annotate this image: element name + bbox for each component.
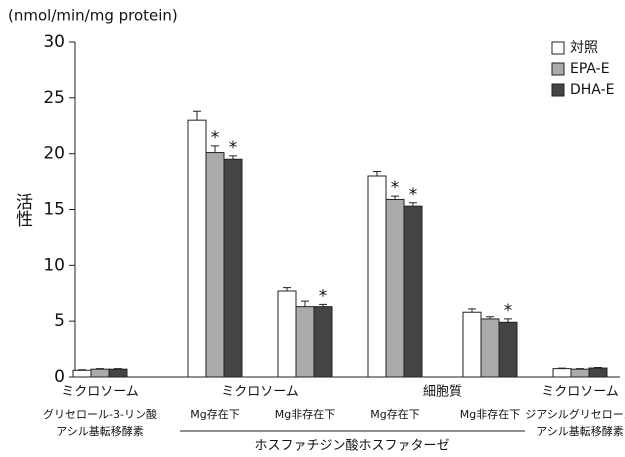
- error-bar: [78, 369, 86, 371]
- y-axis-label: 活性: [12, 193, 33, 227]
- x-tick-label: Mg存在下: [370, 407, 419, 421]
- legend-swatch: [551, 41, 565, 55]
- bar: [462, 311, 482, 378]
- error-bar: [468, 308, 476, 313]
- fraction-label: ミクロソーム: [221, 385, 299, 400]
- y-tick-label: 20: [43, 144, 65, 164]
- error-bar: [576, 368, 584, 370]
- bar: [570, 368, 590, 378]
- y-tick-label: 15: [43, 200, 65, 220]
- x-tick-label: Mg存在下: [190, 407, 239, 421]
- error-bar: [504, 318, 512, 323]
- error-bar: [283, 287, 291, 292]
- error-bar: [486, 316, 494, 319]
- y-tick-label: 0: [54, 367, 65, 387]
- significance-marker: *: [319, 286, 328, 306]
- x-tick-label: アシル基転移酵素: [536, 425, 624, 438]
- error-bar: [229, 155, 237, 160]
- group-label: ホスファチジン酸ホスファターゼ: [254, 439, 449, 454]
- fraction-label: ミクロソーム: [61, 385, 139, 400]
- error-bar: [301, 300, 309, 307]
- y-tick-label: 10: [43, 255, 65, 275]
- bar: [367, 175, 387, 378]
- error-bar: [96, 368, 104, 370]
- error-bar: [409, 202, 417, 207]
- bar: [90, 368, 110, 378]
- error-bar: [319, 303, 327, 307]
- bar: [72, 369, 92, 378]
- legend-swatch: [551, 83, 565, 97]
- significance-marker: *: [229, 138, 238, 158]
- bar: [403, 205, 423, 378]
- y-tick-label: 30: [43, 32, 65, 52]
- bar: [205, 152, 225, 378]
- bar: [223, 158, 243, 378]
- x-tick-label: Mg非存在下: [460, 407, 520, 421]
- x-tick-label: ジアシルグリセロール: [525, 407, 625, 421]
- bar: [385, 198, 405, 378]
- x-tick-label: グリセロール-3-リン酸: [43, 407, 157, 421]
- significance-marker: *: [211, 128, 220, 148]
- error-bar: [391, 195, 399, 200]
- bar: [108, 368, 128, 378]
- legend-label: DHA-E: [570, 82, 614, 98]
- bar: [187, 119, 207, 378]
- error-bar: [373, 171, 381, 176]
- significance-marker: *: [391, 178, 400, 198]
- error-bar: [594, 367, 602, 369]
- bar: [498, 321, 518, 378]
- y-tick-label: 5: [54, 311, 65, 331]
- significance-marker: *: [409, 185, 418, 205]
- bar: [277, 290, 297, 378]
- legend-label: EPA-E: [570, 61, 610, 77]
- bar: [313, 306, 333, 378]
- bar: [552, 368, 572, 378]
- bar: [480, 318, 500, 378]
- legend-swatch: [551, 62, 565, 76]
- fraction-label: ミクロソーム: [541, 385, 619, 400]
- error-bar: [114, 368, 122, 370]
- legend-label: 対照: [570, 40, 598, 56]
- x-tick-label: Mg非存在下: [275, 407, 335, 421]
- bar: [588, 367, 608, 378]
- bar: [295, 306, 315, 378]
- error-bar: [558, 367, 566, 369]
- fraction-label: 細胞質: [423, 385, 462, 400]
- y-tick-label: 25: [43, 88, 65, 108]
- x-tick-label: アシル基転移酵素: [56, 425, 144, 438]
- error-bar: [211, 145, 219, 153]
- unit-label: (nmol/min/mg protein): [8, 7, 178, 25]
- significance-marker: *: [504, 301, 513, 321]
- error-bar: [193, 110, 201, 121]
